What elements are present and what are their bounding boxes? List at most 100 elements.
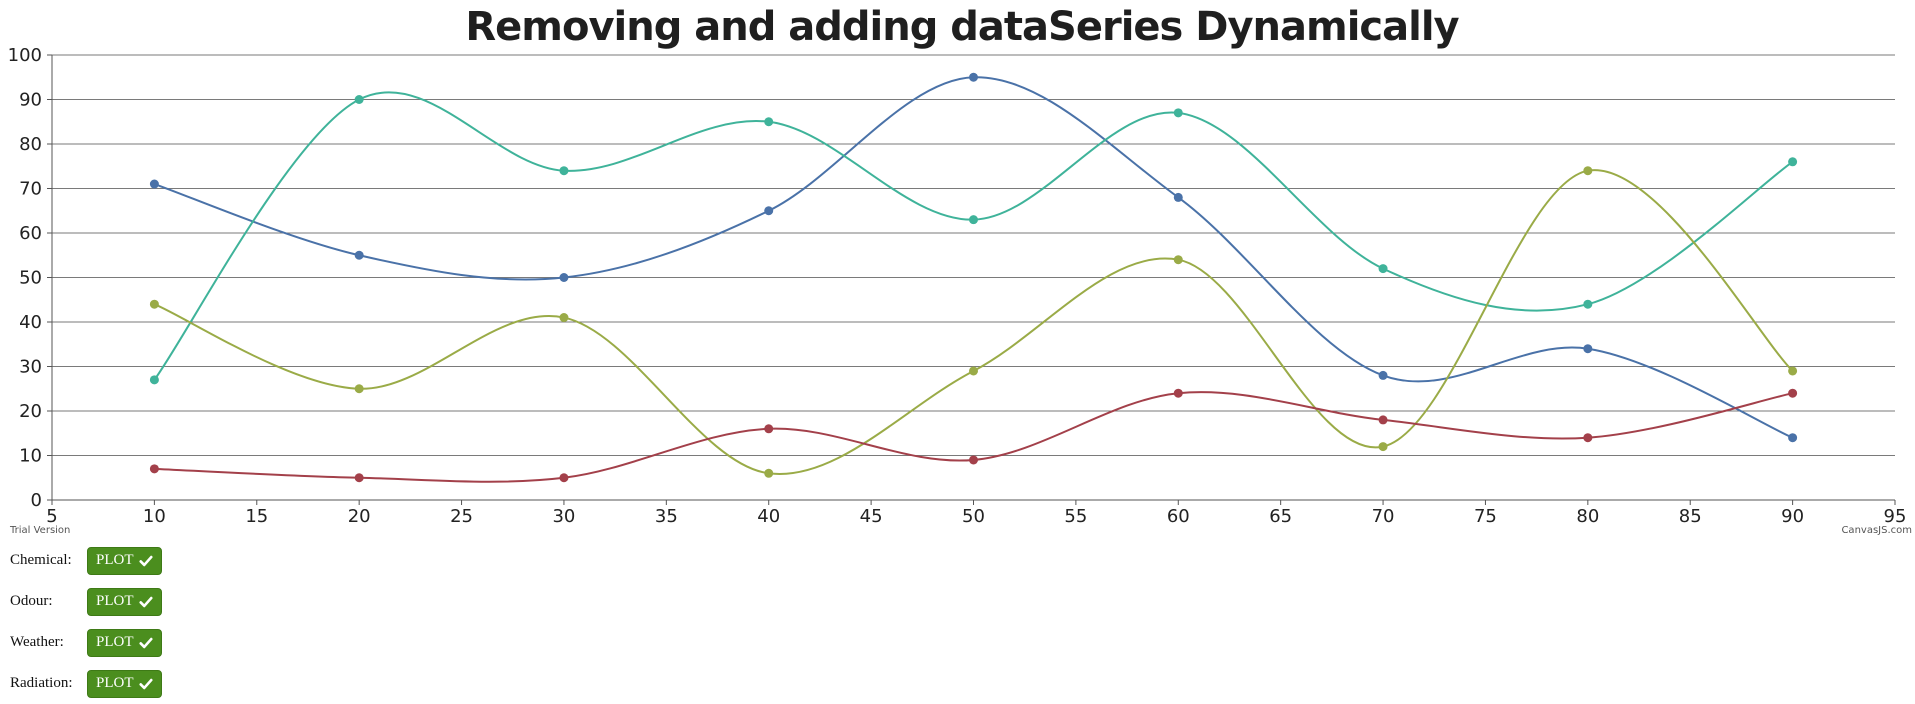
x-tick-label: 40	[757, 506, 780, 527]
data-point	[969, 366, 978, 376]
watermark-right: CanvasJS.com	[1841, 525, 1912, 536]
data-point	[1583, 166, 1593, 176]
check-icon	[138, 637, 153, 648]
data-point	[1583, 299, 1593, 309]
data-point	[1378, 442, 1388, 452]
x-tick-label: 75	[1474, 506, 1497, 527]
x-tick-label: 95	[1884, 506, 1907, 527]
data-point	[764, 117, 774, 127]
check-icon	[138, 596, 153, 607]
x-tick-label: 60	[1167, 506, 1190, 527]
x-tick-label: 35	[655, 506, 678, 527]
button-label: PLOT	[96, 634, 134, 650]
x-tick-label: 5	[46, 506, 57, 527]
y-tick-label: 10	[19, 446, 42, 467]
y-tick-label: 50	[19, 268, 42, 289]
data-point	[149, 299, 159, 309]
control-row-radiation: Radiation: PLOT	[10, 663, 162, 704]
x-tick-label: 65	[1269, 506, 1292, 527]
data-point	[149, 464, 159, 474]
series-line-3	[154, 169, 1794, 476]
data-point	[149, 375, 159, 385]
series-controls: Chemical: PLOT Odour: PLOT Weather: PLOT…	[10, 540, 162, 704]
data-point	[354, 250, 364, 260]
data-point	[559, 273, 569, 282]
y-tick-label: 80	[19, 134, 42, 155]
x-tick-label: 45	[860, 506, 883, 527]
button-label: PLOT	[96, 675, 134, 691]
radiation-label: Radiation:	[10, 675, 73, 691]
data-point	[1173, 255, 1183, 265]
data-point	[969, 72, 978, 82]
line-chart: Removing and adding dataSeries Dynamical…	[8, 4, 1912, 536]
grid-lines	[52, 54, 1895, 456]
data-point	[1173, 388, 1183, 398]
data-point	[1378, 264, 1388, 274]
data-point	[969, 455, 978, 465]
data-point	[764, 424, 774, 434]
radiation-plot-button[interactable]: PLOT	[87, 669, 162, 698]
y-tick-label: 20	[19, 401, 42, 422]
y-axis-ticks: 0 10 20 30 40 50 60 70 80 90 100	[8, 45, 52, 511]
data-point	[1378, 370, 1388, 380]
data-point	[149, 179, 159, 189]
data-point	[559, 473, 569, 483]
x-tick-label: 25	[450, 506, 473, 527]
data-point	[1788, 157, 1798, 167]
button-label: PLOT	[96, 593, 134, 609]
control-row-odour: Odour: PLOT	[10, 581, 162, 622]
data-point	[354, 473, 364, 483]
data-point	[1788, 433, 1798, 443]
data-point	[354, 95, 364, 104]
series-line-2	[153, 91, 1794, 381]
button-label: PLOT	[96, 552, 134, 568]
data-point	[559, 166, 569, 176]
y-tick-label: 0	[31, 490, 42, 511]
y-tick-label: 30	[19, 357, 42, 378]
weather-label: Weather:	[10, 634, 64, 650]
data-point	[1788, 388, 1798, 398]
x-tick-label: 50	[962, 506, 985, 527]
data-point	[969, 215, 978, 225]
watermark-left: Trial Version	[9, 525, 70, 536]
control-row-chemical: Chemical: PLOT	[10, 540, 162, 581]
series-line-1	[154, 76, 1794, 439]
data-point	[1378, 415, 1388, 425]
chemical-plot-button[interactable]: PLOT	[87, 546, 162, 575]
x-tick-label: 70	[1372, 506, 1395, 527]
data-point	[559, 313, 569, 323]
data-point	[1583, 433, 1593, 443]
y-tick-label: 100	[8, 45, 42, 66]
data-point	[1583, 344, 1593, 354]
chemical-label: Chemical:	[10, 552, 72, 568]
odour-plot-button[interactable]: PLOT	[87, 587, 162, 616]
x-tick-label: 85	[1679, 506, 1702, 527]
x-tick-label: 15	[245, 506, 268, 527]
y-tick-label: 40	[19, 312, 42, 333]
data-point	[1788, 366, 1798, 376]
y-tick-label: 90	[19, 90, 42, 111]
data-point	[764, 206, 774, 216]
chart-container: Removing and adding dataSeries Dynamical…	[8, 4, 1912, 536]
y-tick-label: 60	[19, 223, 42, 244]
check-icon	[138, 555, 153, 566]
check-icon	[138, 678, 153, 689]
weather-plot-button[interactable]: PLOT	[87, 628, 162, 657]
y-tick-label: 70	[19, 179, 42, 200]
data-point	[1173, 192, 1183, 202]
data-point	[764, 468, 774, 478]
series-line-4	[154, 391, 1793, 483]
series-lines	[149, 72, 1798, 483]
x-axis-ticks: 5 10 15 20 25 30 35 40 45 50 55 60 65 70 75 80 85 90 95	[46, 500, 1906, 527]
data-point	[354, 384, 364, 394]
x-tick-label: 90	[1781, 506, 1804, 527]
x-tick-label: 55	[1064, 506, 1087, 527]
control-row-weather: Weather: PLOT	[10, 622, 162, 663]
x-tick-label: 10	[143, 506, 166, 527]
x-tick-label: 80	[1576, 506, 1599, 527]
odour-label: Odour:	[10, 593, 53, 609]
data-point	[1173, 108, 1183, 118]
x-tick-label: 30	[552, 506, 575, 527]
chart-title: Removing and adding dataSeries Dynamical…	[465, 4, 1459, 50]
x-tick-label: 20	[348, 506, 371, 527]
